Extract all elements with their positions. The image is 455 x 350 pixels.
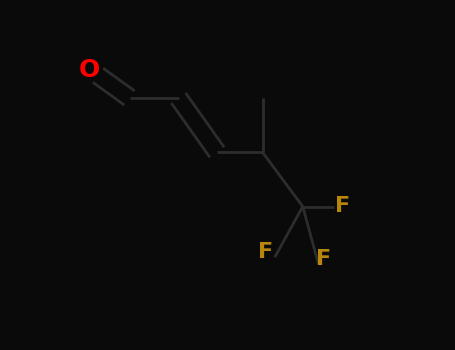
Text: F: F (258, 242, 273, 262)
Text: F: F (335, 196, 350, 217)
Text: F: F (316, 249, 331, 269)
Text: O: O (79, 58, 100, 82)
